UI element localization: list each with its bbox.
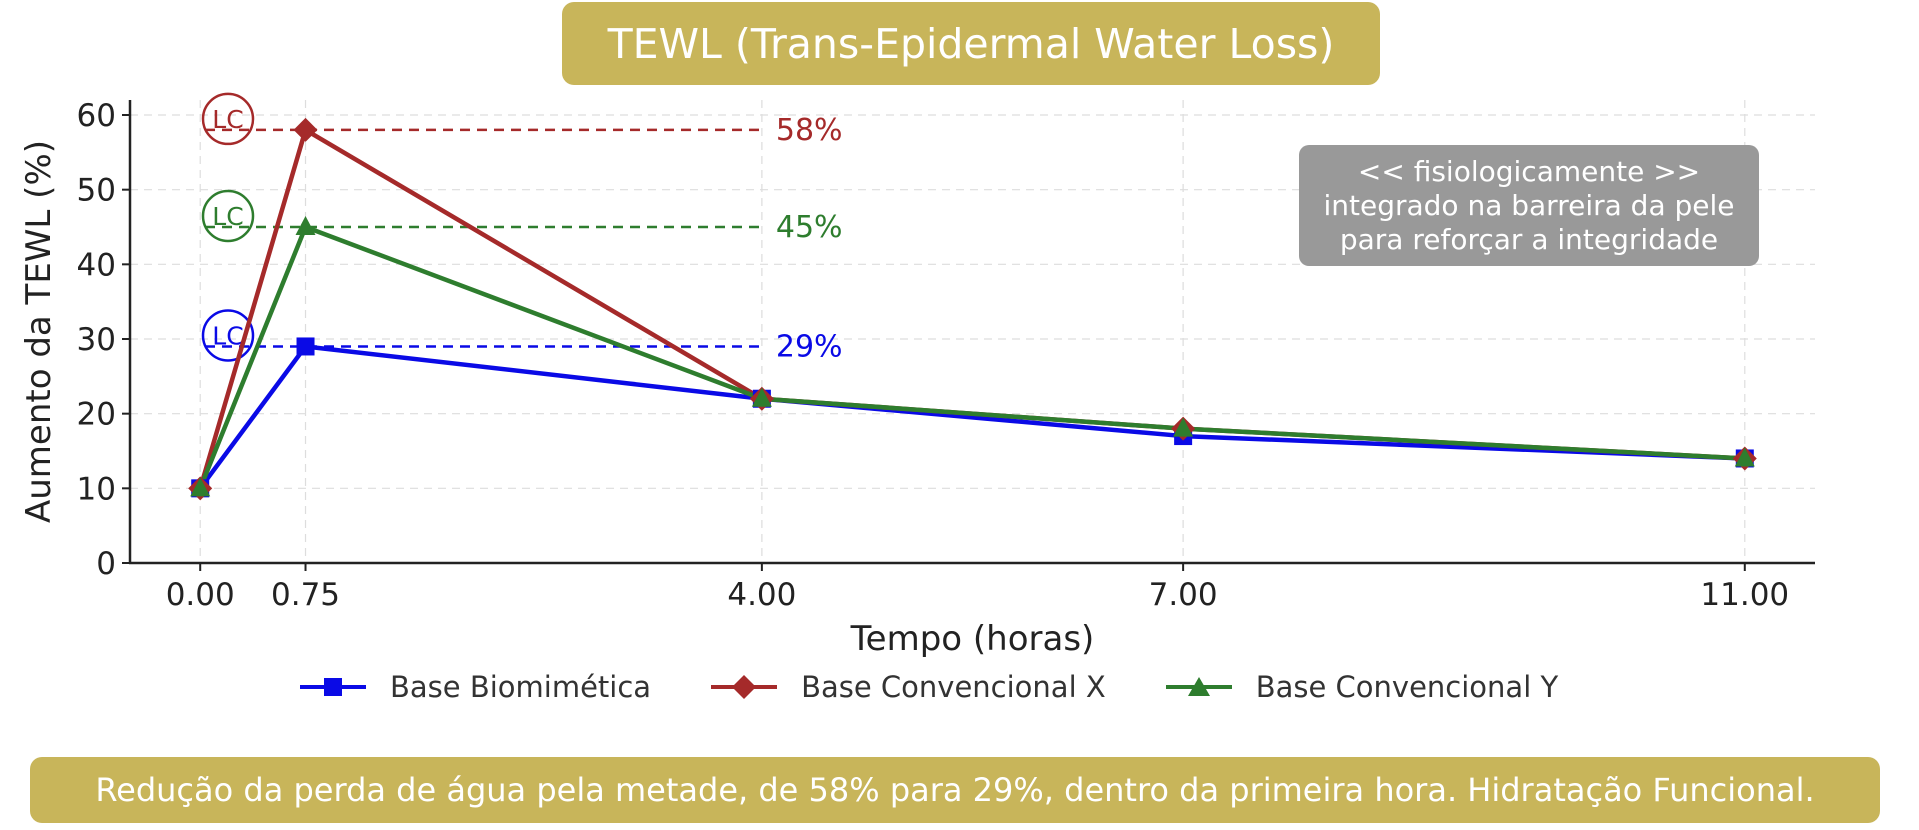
legend-diamond-marker-icon: [711, 675, 778, 699]
lc-badge-circle: [201, 309, 255, 362]
data-point-triangle: [1173, 417, 1194, 437]
y-tick-label: 60: [77, 98, 116, 134]
chart-title: TEWL (Trans-Epidermal Water Loss): [562, 2, 1380, 85]
reference-label: 29%: [776, 329, 843, 364]
lc-badge-label: LC: [212, 202, 243, 231]
note-line-2: integrado na barreira da pele: [1323, 188, 1735, 222]
lc-badge-circle: [201, 92, 255, 146]
reference-label: 45%: [776, 210, 843, 245]
legend-label: Base Convencional Y: [1255, 670, 1559, 704]
y-tick-label: 10: [77, 471, 116, 507]
lc-badge-circle: [201, 189, 255, 243]
data-point-diamond: [293, 117, 318, 142]
x-axis-label: Tempo (horas): [850, 619, 1095, 659]
x-tick-label: 11.00: [1700, 577, 1789, 613]
y-tick-label: 30: [77, 322, 116, 358]
chart-legend: Base Biomimética Base Convencional X Bas…: [300, 664, 1558, 710]
legend-item-biomimetica: Base Biomimética: [300, 670, 651, 704]
legend-item-convencional-x: Base Convencional X: [711, 670, 1106, 704]
data-point-triangle: [1734, 447, 1755, 467]
y-tick-label: 50: [77, 173, 116, 209]
footer-banner: Redução da perda de água pela metade, de…: [30, 757, 1880, 823]
y-tick-label: 40: [77, 247, 116, 283]
note-box: << fisiologicamente >> integrado na barr…: [1299, 145, 1759, 266]
reference-label: 58%: [776, 113, 843, 148]
series-line-1: [198, 344, 1745, 490]
x-tick-label: 7.00: [1149, 577, 1218, 613]
data-point-triangle: [751, 387, 772, 407]
data-point-square: [296, 337, 315, 356]
note-line-3: para reforçar a integridade: [1339, 222, 1719, 256]
x-tick-label: 0.75: [271, 577, 340, 613]
y-tick-label: 20: [77, 397, 116, 433]
legend-label: Base Convencional X: [801, 670, 1106, 704]
legend-label: Base Biomimética: [390, 670, 652, 704]
lc-badge-label: LC: [212, 105, 243, 134]
y-tick-label: 0: [96, 546, 116, 582]
x-tick-label: 0.00: [166, 577, 235, 613]
legend-triangle-marker-icon: [1165, 677, 1232, 696]
legend-square-marker-icon: [300, 678, 366, 696]
lc-badge-label: LC: [212, 321, 243, 350]
data-point-triangle: [190, 477, 211, 497]
legend-item-convencional-y: Base Convencional Y: [1165, 670, 1559, 704]
y-axis-label: Aumento da TEWL (%): [19, 140, 59, 523]
x-tick-label: 4.00: [727, 577, 796, 613]
data-point-triangle: [295, 216, 316, 235]
note-line-1: << fisiologicamente >>: [1357, 154, 1701, 188]
